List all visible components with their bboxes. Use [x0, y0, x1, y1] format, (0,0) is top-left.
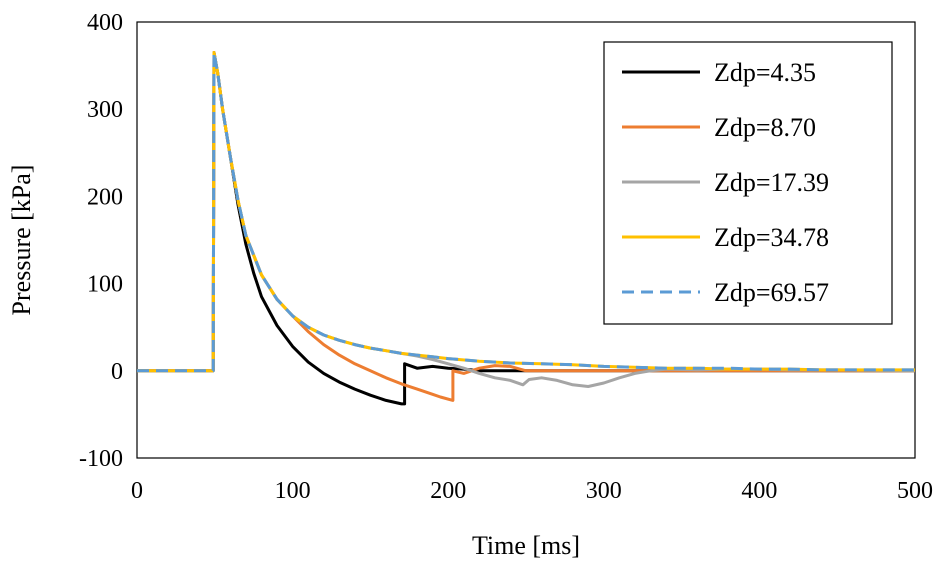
x-tick-label: 500 [897, 478, 933, 504]
x-tick-label: 300 [586, 478, 622, 504]
x-tick-label: 0 [131, 478, 143, 504]
legend-label: Zdp=17.39 [714, 168, 829, 197]
y-axis-ticks: -100 0 100 200 300 400 [79, 10, 123, 472]
plot-area-border [136, 21, 916, 459]
legend-label: Zdp=34.78 [714, 223, 829, 252]
y-tick-label: 300 [87, 97, 123, 123]
legend-label: Zdp=4.35 [714, 58, 816, 87]
x-tick-label: 400 [741, 478, 777, 504]
legend: Zdp=4.35 Zdp=8.70 Zdp=17.39 Zdp=34.78 Zdp=69… [603, 41, 893, 325]
y-tick-label: 200 [87, 184, 123, 210]
y-tick-label: 400 [87, 10, 123, 36]
series-layer [137, 51, 916, 406]
y-tick-label: -100 [79, 446, 123, 472]
legend-label: Zdp=69.57 [714, 278, 829, 307]
x-axis-label: Time [ms] [472, 531, 580, 560]
y-axis-label: Pressure [kPa] [7, 165, 36, 316]
x-tick-label: 100 [275, 478, 311, 504]
legend-label: Zdp=8.70 [714, 113, 816, 142]
x-tick-label: 200 [430, 478, 466, 504]
x-axis-ticks: 0 100 200 300 400 500 [131, 478, 933, 504]
series-line-5 [137, 51, 915, 373]
y-tick-label: 0 [111, 359, 123, 385]
y-tick-label: 100 [87, 272, 123, 298]
